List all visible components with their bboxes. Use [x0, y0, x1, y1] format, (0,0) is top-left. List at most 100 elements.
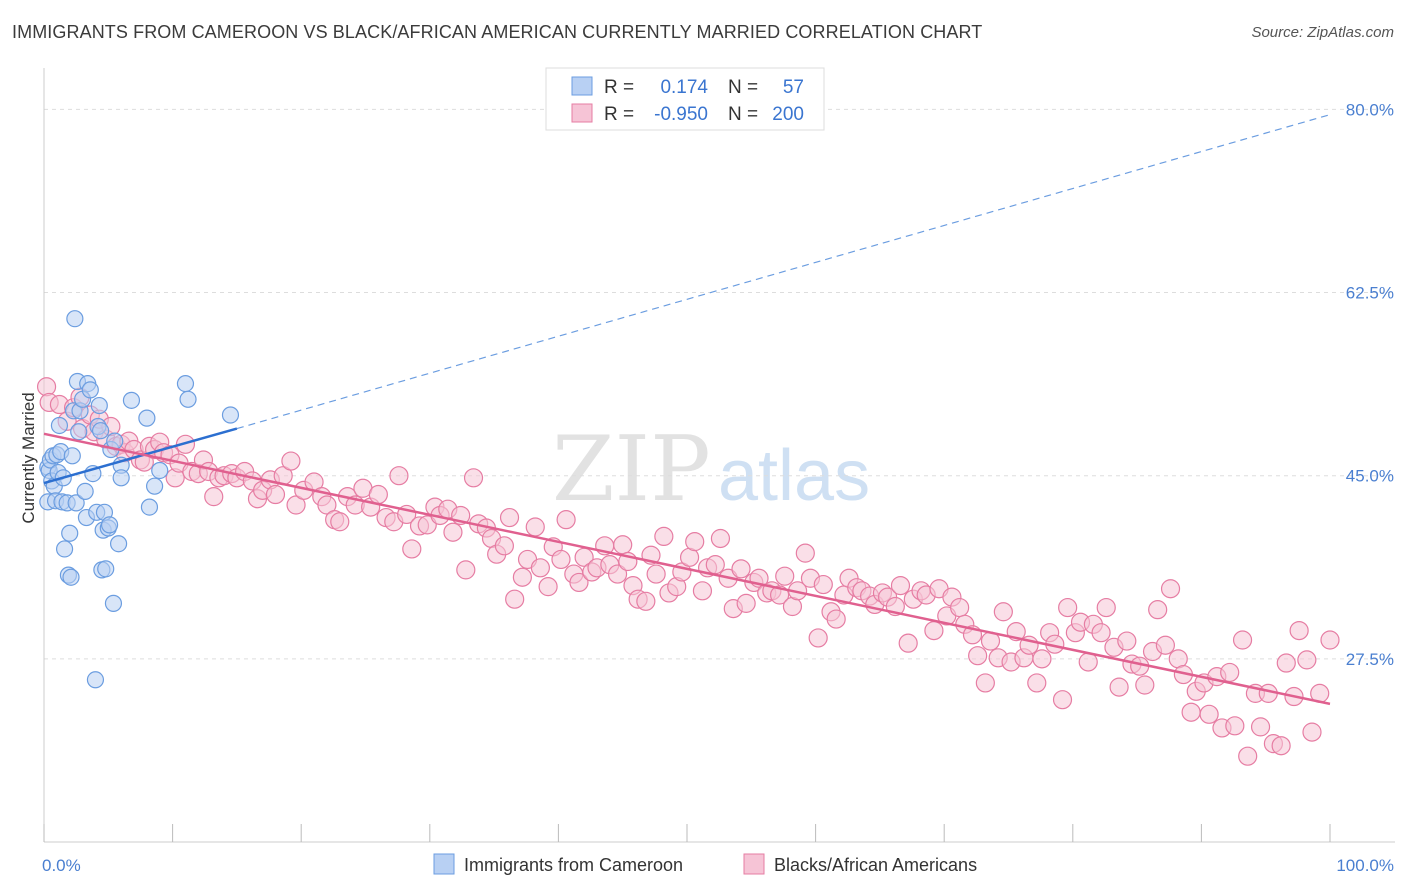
legend-n-value-2: 200 — [772, 104, 804, 125]
data-point-blue — [63, 447, 81, 465]
data-point-pink — [538, 577, 558, 597]
source-credit: Source: ZipAtlas.com — [1251, 24, 1394, 41]
data-point-blue — [151, 461, 169, 480]
y-tick-label: 45.0% — [1346, 467, 1394, 486]
data-point-pink — [736, 593, 756, 613]
trend-lines — [43, 427, 1331, 706]
data-point-pink — [1238, 746, 1258, 766]
data-point-pink — [443, 522, 463, 542]
chart-title: IMMIGRANTS FROM CAMEROON VS BLACK/AFRICA… — [12, 22, 983, 42]
data-point-pink — [1148, 600, 1168, 620]
data-point-pink — [898, 633, 918, 653]
data-point-pink — [499, 507, 520, 528]
data-point-pink — [36, 377, 57, 397]
y-tick-label: 80.0% — [1346, 100, 1394, 119]
data-point-pink — [389, 466, 409, 486]
data-point-pink — [968, 646, 988, 666]
data-point-blue — [70, 423, 88, 441]
data-point-blue — [221, 406, 240, 424]
data-point-blue — [76, 482, 94, 500]
data-point-blue — [176, 375, 195, 393]
bottom-legend-swatch-blue — [433, 853, 455, 875]
data-point-pink — [769, 585, 790, 605]
correlation-legend: R = 0.174 N = 57 R = -0.950 N = 200 — [545, 67, 825, 131]
data-point-blue — [86, 671, 105, 689]
data-point-blue — [55, 540, 74, 558]
data-point-pink — [636, 591, 656, 611]
data-point-blue — [109, 535, 128, 553]
data-point-pink — [795, 543, 815, 563]
series-immigrants-from-cameroon — [39, 310, 240, 689]
x-tick-label: 0.0% — [42, 856, 81, 875]
data-point-pink — [731, 559, 751, 579]
data-point-pink — [1232, 630, 1253, 650]
legend-n-value-1: 57 — [783, 77, 804, 98]
data-point-pink — [494, 536, 514, 556]
data-point-pink — [265, 484, 286, 505]
data-point-pink — [654, 526, 674, 547]
data-point-pink — [710, 528, 731, 549]
data-point-pink — [1078, 652, 1098, 672]
data-point-pink — [1250, 717, 1271, 737]
data-point-pink — [505, 589, 525, 609]
data-point-pink — [551, 549, 571, 570]
data-point-pink — [1225, 716, 1245, 736]
watermark-zip: ZIP — [552, 417, 711, 522]
data-point-pink — [692, 581, 713, 601]
data-point-blue — [91, 422, 110, 440]
data-point-pink — [890, 575, 911, 596]
data-point-pink — [1289, 620, 1309, 641]
data-point-blue — [140, 498, 159, 516]
legend-r-value-2: -0.950 — [654, 104, 708, 125]
data-point-pink — [569, 572, 589, 593]
data-point-pink — [1052, 690, 1073, 710]
data-point-pink — [417, 515, 437, 535]
data-point-pink — [530, 558, 550, 578]
y-axis-label: Currently Married — [19, 392, 38, 523]
data-point-pink — [1109, 677, 1129, 697]
data-point-pink — [826, 609, 846, 629]
data-point-pink — [402, 539, 422, 559]
legend-r-label-1: R = — [604, 77, 634, 98]
data-point-pink — [456, 560, 476, 580]
y-tick-label: 62.5% — [1346, 284, 1394, 303]
data-point-pink — [330, 512, 350, 532]
data-point-pink — [1320, 630, 1340, 650]
data-point-pink — [924, 620, 944, 641]
data-point-pink — [813, 574, 833, 595]
legend-n-label-2: N = — [728, 104, 758, 125]
data-point-blue — [100, 516, 119, 534]
data-point-blue — [90, 396, 108, 415]
y-tick-label: 27.5% — [1346, 650, 1394, 669]
blue-trend-line — [43, 427, 238, 485]
bottom-legend-label-pink: Blacks/African Americans — [774, 855, 977, 875]
data-point-pink — [613, 535, 633, 555]
data-point-pink — [1181, 702, 1201, 722]
data-point-pink — [556, 510, 576, 530]
data-point-pink — [1297, 650, 1317, 670]
legend-swatch-blue — [571, 76, 593, 96]
series-legend: Immigrants from Cameroon Blacks/African … — [433, 853, 977, 875]
data-point-pink — [1058, 597, 1078, 618]
data-point-pink — [775, 566, 795, 586]
data-point-blue — [145, 477, 164, 495]
data-point-pink — [1117, 631, 1137, 651]
data-point-pink — [1096, 597, 1116, 618]
bottom-legend-swatch-pink — [743, 853, 765, 875]
trend-extension — [236, 114, 1331, 430]
data-point-pink — [646, 564, 666, 584]
data-point-pink — [1160, 579, 1181, 599]
data-point-pink — [705, 555, 725, 575]
data-point-pink — [1276, 653, 1296, 673]
pink-trend-line — [43, 432, 1331, 706]
data-point-pink — [1302, 722, 1322, 742]
legend-r-label-2: R = — [604, 104, 634, 125]
data-point-blue — [50, 416, 69, 435]
data-point-pink — [607, 564, 628, 584]
x-tick-label: 100.0% — [1336, 856, 1394, 875]
data-point-blue — [97, 560, 115, 578]
data-point-blue — [81, 381, 99, 399]
data-point-pink — [1155, 635, 1175, 655]
data-point-blue — [104, 594, 123, 612]
